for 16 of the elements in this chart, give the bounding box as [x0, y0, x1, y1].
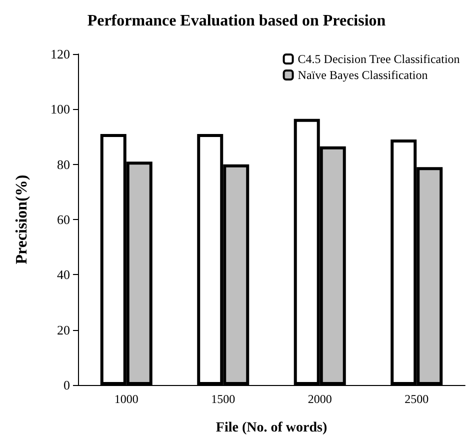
y-tick-label: 100	[50, 102, 70, 117]
y-axis-title: Precision(%)	[14, 174, 30, 264]
chart-title: Performance Evaluation based on Precision	[87, 12, 386, 30]
y-tick-label: 0	[64, 378, 70, 392]
y-tick-label: 20	[57, 322, 70, 338]
y-tick-label: 80	[57, 156, 70, 172]
y-tick-label: 120	[50, 46, 70, 62]
x-tick-label: 2500	[404, 392, 429, 406]
x-axis-title: File (No. of words)	[216, 420, 328, 436]
y-tick-label: 60	[57, 212, 70, 227]
y-tick-label: 40	[57, 267, 70, 282]
x-tick-label: 2000	[308, 392, 332, 406]
legend-label: C4.5 Decision Tree Classification	[298, 52, 460, 66]
x-tick-label: 1500	[211, 392, 236, 406]
x-tick-label: 1000	[114, 392, 138, 406]
legend-label: Naïve Bayes Classification	[298, 68, 428, 82]
